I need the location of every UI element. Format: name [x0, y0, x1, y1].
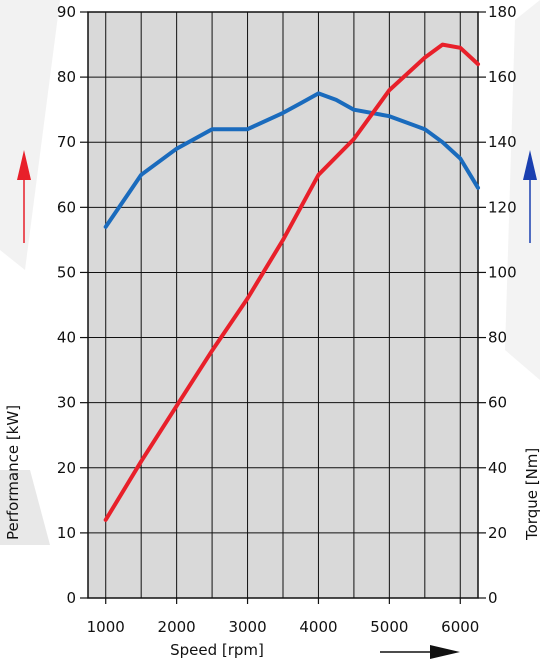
series-layer	[103, 42, 480, 522]
x-tick-label: 3000	[228, 618, 266, 636]
left-tick-label: 10	[57, 524, 76, 542]
right-tick-label: 20	[488, 524, 507, 542]
watermark	[0, 0, 540, 545]
x-arrow-head	[430, 645, 460, 659]
x-axis-ticks: 1000 2000 3000 4000 5000 6000	[87, 598, 479, 636]
right-tick-label: 180	[488, 3, 517, 21]
left-tick-label: 40	[57, 329, 76, 347]
left-tick-label: 20	[57, 459, 76, 477]
plot-frame	[87, 11, 479, 599]
performance-series-line	[103, 42, 480, 522]
right-tick-label: 120	[488, 198, 517, 216]
right-tick-label: 100	[488, 263, 517, 281]
left-axis-arrow	[17, 150, 31, 243]
left-tick-label: 70	[57, 133, 76, 151]
x-tick-label: 4000	[299, 618, 337, 636]
watermark-shape-right	[505, 0, 540, 380]
left-tick-label: 30	[57, 394, 76, 412]
x-tick-label: 6000	[441, 618, 479, 636]
torque-series-line	[103, 91, 480, 229]
x-axis-label: Speed [rpm]	[170, 641, 264, 659]
left-tick-label: 0	[66, 589, 76, 607]
left-axis-ticks: 0 10 20 30 40 50 60 70 80 90	[57, 3, 88, 607]
right-tick-label: 60	[488, 394, 507, 412]
x-axis-arrow	[380, 645, 460, 659]
grid	[88, 11, 478, 599]
right-tick-label: 140	[488, 133, 517, 151]
watermark-shape-left	[0, 0, 60, 270]
right-tick-label: 40	[488, 459, 507, 477]
right-tick-label: 0	[488, 589, 498, 607]
left-tick-label: 80	[57, 68, 76, 86]
x-tick-label: 1000	[87, 618, 125, 636]
watermark-shape-logo	[0, 470, 50, 545]
right-axis-arrow	[523, 150, 537, 243]
right-axis-ticks: 0 20 40 60 80 100 120 140 160 180	[478, 3, 517, 607]
right-axis-label: Torque [Nm]	[523, 448, 540, 541]
x-tick-label: 2000	[158, 618, 196, 636]
right-tick-label: 80	[488, 329, 507, 347]
right-tick-label: 160	[488, 68, 517, 86]
x-tick-label: 5000	[370, 618, 408, 636]
left-tick-label: 90	[57, 3, 76, 21]
left-arrow-head	[17, 150, 31, 180]
right-arrow-head	[523, 150, 537, 180]
left-tick-label: 60	[57, 198, 76, 216]
left-tick-label: 50	[57, 263, 76, 281]
left-axis-label: Performance [kW]	[4, 405, 22, 540]
